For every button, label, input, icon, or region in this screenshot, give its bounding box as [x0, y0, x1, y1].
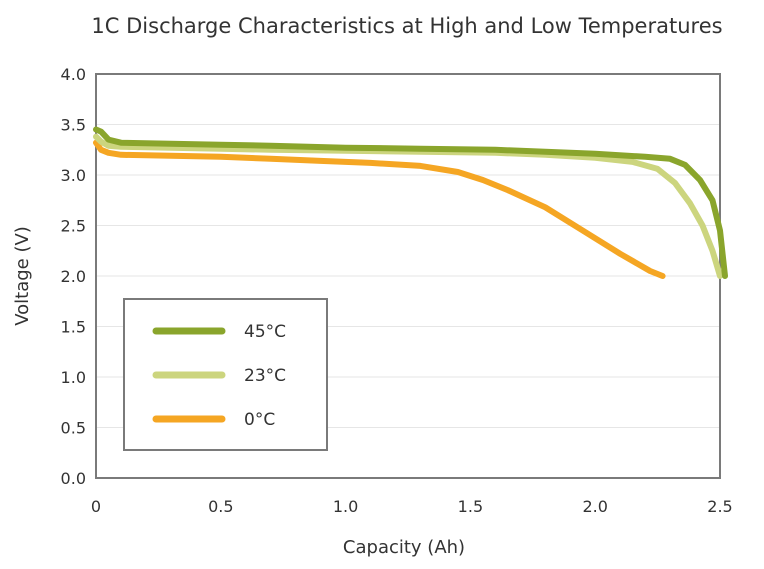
- y-tick-label: 3.5: [61, 116, 86, 135]
- legend-label-2: 23°C: [244, 366, 286, 386]
- x-axis-label: Capacity (Ah): [343, 537, 465, 558]
- y-tick-label: 2.0: [61, 267, 86, 286]
- y-tick-label: 0.0: [61, 469, 86, 488]
- x-tick-label: 2.5: [707, 497, 732, 516]
- legend: 45°C 23°C 0°C: [123, 298, 328, 451]
- legend-label-1: 45°C: [244, 322, 286, 342]
- x-axis-ticks: 0 0.5 1.0 1.5 2.0 2.5: [91, 497, 733, 516]
- y-tick-label: 2.5: [61, 217, 86, 236]
- y-tick-label: 1.0: [61, 368, 86, 387]
- x-tick-label: 0: [91, 497, 101, 516]
- x-tick-label: 1.5: [458, 497, 483, 516]
- series-line-1: [93, 126, 728, 279]
- y-tick-label: 4.0: [61, 65, 86, 84]
- y-tick-label: 3.0: [61, 166, 86, 185]
- legend-label-3: 0°C: [244, 410, 275, 430]
- series-lines: [93, 126, 728, 279]
- y-tick-label: 1.5: [61, 318, 86, 337]
- y-axis-label: Voltage (V): [12, 226, 33, 326]
- chart-title: 1C Discharge Characteristics at High and…: [91, 14, 722, 38]
- x-tick-label: 2.0: [582, 497, 607, 516]
- x-tick-label: 0.5: [208, 497, 233, 516]
- y-tick-label: 0.5: [61, 419, 86, 438]
- series-line-3: [93, 139, 666, 279]
- y-axis-ticks: 0.0 0.5 1.0 1.5 2.0 2.5 3.0 3.5 4.0: [61, 65, 86, 488]
- x-tick-label: 1.0: [333, 497, 358, 516]
